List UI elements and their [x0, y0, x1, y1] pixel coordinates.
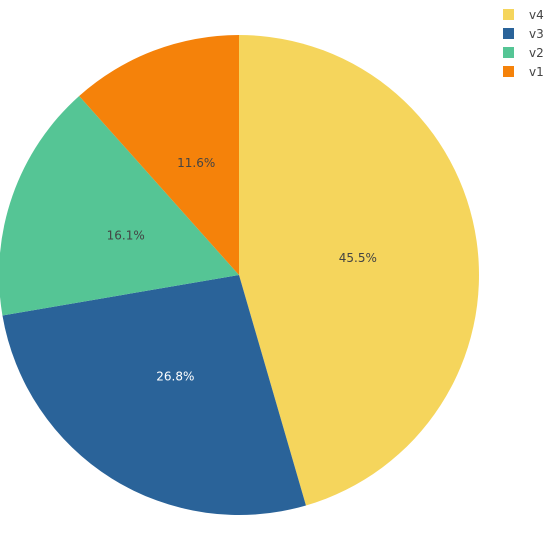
legend-swatch-v3: [503, 28, 514, 39]
legend-label-v1: v1: [529, 65, 544, 79]
legend-item-v1[interactable]: v1: [503, 65, 544, 79]
pie-slice-v4: [239, 35, 480, 506]
slice-label-v3: 26.8%: [156, 370, 194, 384]
legend-label-v4: v4: [529, 8, 544, 22]
legend-item-v4[interactable]: v4: [503, 8, 544, 22]
pie-slice-labels: 45.5% 26.8% 16.1% 11.6%: [107, 156, 377, 384]
legend-item-v3[interactable]: v3: [503, 27, 544, 41]
slice-label-v2: 16.1%: [107, 228, 145, 242]
pie-slices: [0, 35, 480, 515]
legend-label-v2: v2: [529, 46, 544, 60]
legend: v4 v3 v2 v1: [503, 8, 544, 79]
slice-label-v1: 11.6%: [177, 156, 215, 170]
pie-slice-v1: [79, 35, 239, 275]
legend-swatch-v4: [503, 9, 514, 20]
pie-slice-v3: [2, 275, 306, 515]
legend-item-v2[interactable]: v2: [503, 46, 544, 60]
pie-slice-v2: [0, 95, 239, 316]
legend-swatch-v1: [503, 66, 514, 77]
legend-swatch-v2: [503, 47, 514, 58]
legend-label-v3: v3: [529, 27, 544, 41]
slice-label-v4: 45.5%: [339, 251, 377, 265]
